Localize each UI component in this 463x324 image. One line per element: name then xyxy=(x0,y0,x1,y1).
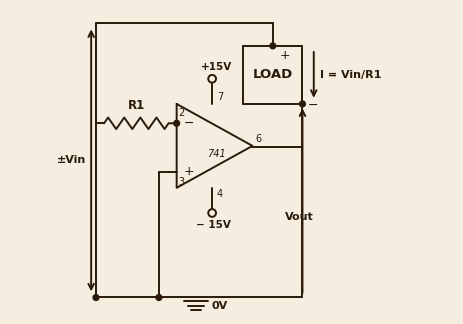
Text: −: − xyxy=(307,99,318,112)
Text: R1: R1 xyxy=(128,99,145,112)
Text: +: + xyxy=(184,165,194,178)
Text: ±Vin: ±Vin xyxy=(57,156,86,165)
Text: 741: 741 xyxy=(207,149,225,159)
Text: 7: 7 xyxy=(217,92,223,102)
Text: 3: 3 xyxy=(178,177,184,187)
Circle shape xyxy=(300,101,306,107)
Text: 4: 4 xyxy=(217,190,223,199)
Text: −: − xyxy=(184,117,194,130)
Text: 0V: 0V xyxy=(212,301,228,311)
Text: − 15V: − 15V xyxy=(196,220,231,230)
Text: 2: 2 xyxy=(178,109,185,119)
Text: 6: 6 xyxy=(256,134,262,144)
Text: I = Vin/R1: I = Vin/R1 xyxy=(320,70,382,80)
Circle shape xyxy=(270,43,275,49)
Text: +15V: +15V xyxy=(201,62,232,72)
Circle shape xyxy=(156,295,162,300)
Text: LOAD: LOAD xyxy=(252,68,293,81)
Text: +: + xyxy=(279,49,290,62)
Circle shape xyxy=(174,121,180,126)
Circle shape xyxy=(93,295,99,300)
Text: Vout: Vout xyxy=(285,212,313,222)
Bar xyxy=(243,46,302,104)
